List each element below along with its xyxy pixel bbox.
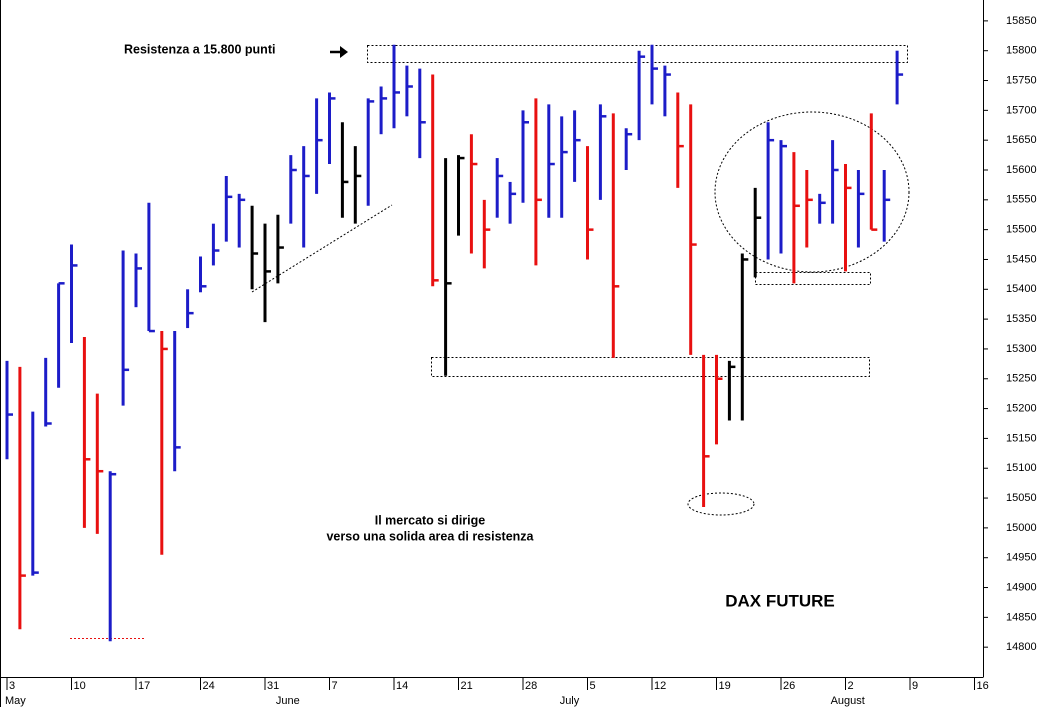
- y-tick-label: 14850: [1006, 611, 1037, 623]
- x-tick-label: 12: [654, 680, 666, 692]
- x-tick-label: 31: [267, 680, 279, 692]
- y-tick-label: 15750: [1006, 74, 1037, 86]
- y-tick-label: 15600: [1006, 164, 1037, 176]
- y-tick-label: 15500: [1006, 224, 1037, 236]
- y-tick-label: 15450: [1006, 253, 1037, 265]
- month-label: July: [560, 695, 580, 707]
- x-tick-label: 2: [848, 680, 854, 692]
- x-tick-label: 21: [461, 680, 473, 692]
- y-tick-label: 15000: [1006, 522, 1037, 534]
- y-tick-label: 15400: [1006, 283, 1037, 295]
- y-tick-label: 15200: [1006, 402, 1037, 414]
- x-tick-label: 3: [9, 680, 15, 692]
- y-tick-label: 14900: [1006, 581, 1037, 593]
- y-tick-label: 14950: [1006, 552, 1037, 564]
- arrow: [330, 46, 348, 58]
- y-tick-label: 15850: [1006, 15, 1037, 27]
- month-label: August: [831, 695, 865, 707]
- annotation: verso una solida area di resistenza: [326, 529, 534, 543]
- x-tick-label: 9: [912, 680, 918, 692]
- x-tick-label: 26: [783, 680, 795, 692]
- x-tick-label: 19: [719, 680, 731, 692]
- y-tick-label: 15800: [1006, 45, 1037, 57]
- annotation: Resistenza a 15.800 punti: [124, 42, 275, 56]
- y-tick-label: 14800: [1006, 641, 1037, 653]
- y-tick-label: 15250: [1006, 373, 1037, 385]
- trendline: [251, 204, 393, 293]
- support-box: [431, 357, 870, 377]
- x-tick-label: 10: [74, 680, 86, 692]
- y-tick-label: 15650: [1006, 134, 1037, 146]
- support-box-small: [755, 272, 871, 285]
- x-tick-label: 5: [590, 680, 596, 692]
- x-tick-label: 14: [396, 680, 408, 692]
- y-tick-label: 15550: [1006, 194, 1037, 206]
- x-tick-label: 16: [977, 680, 989, 692]
- chart-title: DAX FUTURE: [725, 591, 835, 610]
- resistance-box: [367, 45, 908, 63]
- month-label: June: [276, 695, 300, 707]
- y-tick-label: 15300: [1006, 343, 1037, 355]
- y-tick-label: 15350: [1006, 313, 1037, 325]
- y-tick-label: 15700: [1006, 104, 1037, 116]
- x-tick-label: 24: [203, 680, 215, 692]
- x-tick-label: 17: [138, 680, 150, 692]
- consolidation-ellipse: [714, 111, 910, 273]
- y-tick-label: 15050: [1006, 492, 1037, 504]
- annotation: Il mercato si dirige: [375, 513, 486, 527]
- x-tick-label: 7: [332, 680, 338, 692]
- y-tick-label: 15150: [1006, 432, 1037, 444]
- x-tick-label: 28: [525, 680, 537, 692]
- month-label: May: [5, 695, 26, 707]
- low-ellipse: [687, 492, 755, 516]
- y-tick-label: 15100: [1006, 462, 1037, 474]
